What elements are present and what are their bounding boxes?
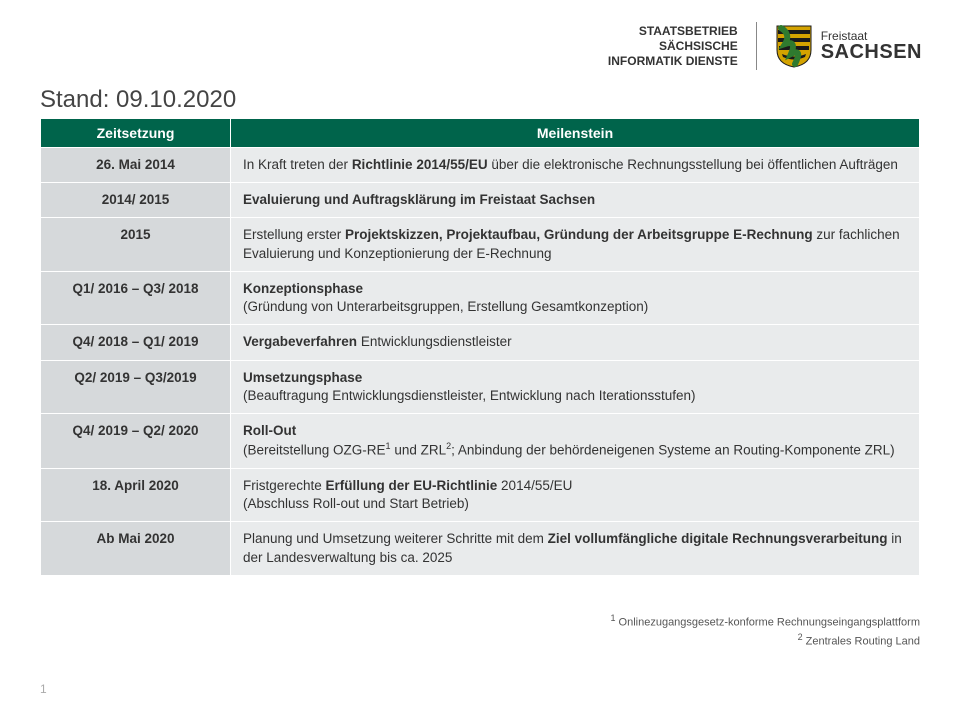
org-name: STAATSBETRIEB SÄCHSISCHE INFORMATIK DIEN… [608, 24, 738, 69]
table-row: Q4/ 2019 – Q2/ 2020Roll-Out(Bereitstellu… [41, 413, 920, 468]
state-block: Freistaat SACHSEN [775, 24, 922, 68]
page-title: Stand: 09.10.2020 [40, 86, 236, 114]
cell-milestone: Roll-Out(Bereitstellung OZG-RE1 und ZRL2… [231, 413, 920, 468]
footnote-2: 2 Zentrales Routing Land [610, 631, 920, 650]
table-row: 18. April 2020Fristgerechte Erfüllung de… [41, 468, 920, 521]
cell-time: Q2/ 2019 – Q3/2019 [41, 360, 231, 413]
table-row: Q4/ 2018 – Q1/ 2019Vergabeverfahren Entw… [41, 325, 920, 360]
org-line-2: SÄCHSISCHE [608, 39, 738, 54]
cell-time: Q1/ 2016 – Q3/ 2018 [41, 271, 231, 324]
footnotes: 1 Onlinezugangsgesetz-konforme Rechnungs… [610, 612, 920, 650]
table-header-row: Zeitsetzung Meilenstein [41, 119, 920, 148]
cell-milestone: Erstellung erster Projektskizzen, Projek… [231, 218, 920, 271]
cell-time: 18. April 2020 [41, 468, 231, 521]
state-big: SACHSEN [821, 42, 922, 62]
cell-milestone: Vergabeverfahren Entwicklungsdienstleist… [231, 325, 920, 360]
cell-time: Ab Mai 2020 [41, 522, 231, 575]
table-row: 26. Mai 2014In Kraft treten der Richtlin… [41, 148, 920, 183]
cell-time: Q4/ 2019 – Q2/ 2020 [41, 413, 231, 468]
cell-milestone: Evaluierung und Auftragsklärung im Freis… [231, 183, 920, 218]
cell-milestone: Planung und Umsetzung weiterer Schritte … [231, 522, 920, 575]
state-name: Freistaat SACHSEN [821, 30, 922, 62]
cell-time: Q4/ 2018 – Q1/ 2019 [41, 325, 231, 360]
header-divider [756, 22, 757, 70]
org-line-3: INFORMATIK DIENSTE [608, 54, 738, 69]
table-row: Ab Mai 2020Planung und Umsetzung weitere… [41, 522, 920, 575]
cell-time: 2014/ 2015 [41, 183, 231, 218]
col-header-milestone: Meilenstein [231, 119, 920, 148]
page-number: 1 [40, 682, 47, 696]
cell-milestone: Umsetzungsphase(Beauftragung Entwicklung… [231, 360, 920, 413]
table-row: 2014/ 2015Evaluierung und Auftragsklärun… [41, 183, 920, 218]
footnote-1: 1 Onlinezugangsgesetz-konforme Rechnungs… [610, 612, 920, 631]
col-header-time: Zeitsetzung [41, 119, 231, 148]
org-line-1: STAATSBETRIEB [608, 24, 738, 39]
cell-time: 26. Mai 2014 [41, 148, 231, 183]
cell-milestone: Fristgerechte Erfüllung der EU-Richtlini… [231, 468, 920, 521]
table-row: Q1/ 2016 – Q3/ 2018Konzeptionsphase(Grün… [41, 271, 920, 324]
cell-time: 2015 [41, 218, 231, 271]
table-row: Q2/ 2019 – Q3/2019Umsetzungsphase(Beauft… [41, 360, 920, 413]
cell-milestone: In Kraft treten der Richtlinie 2014/55/E… [231, 148, 920, 183]
cell-milestone: Konzeptionsphase(Gründung von Unterarbei… [231, 271, 920, 324]
table-row: 2015Erstellung erster Projektskizzen, Pr… [41, 218, 920, 271]
page-header: STAATSBETRIEB SÄCHSISCHE INFORMATIK DIEN… [608, 22, 922, 70]
milestone-table: Zeitsetzung Meilenstein 26. Mai 2014In K… [40, 118, 920, 576]
coat-of-arms-icon [775, 24, 813, 68]
